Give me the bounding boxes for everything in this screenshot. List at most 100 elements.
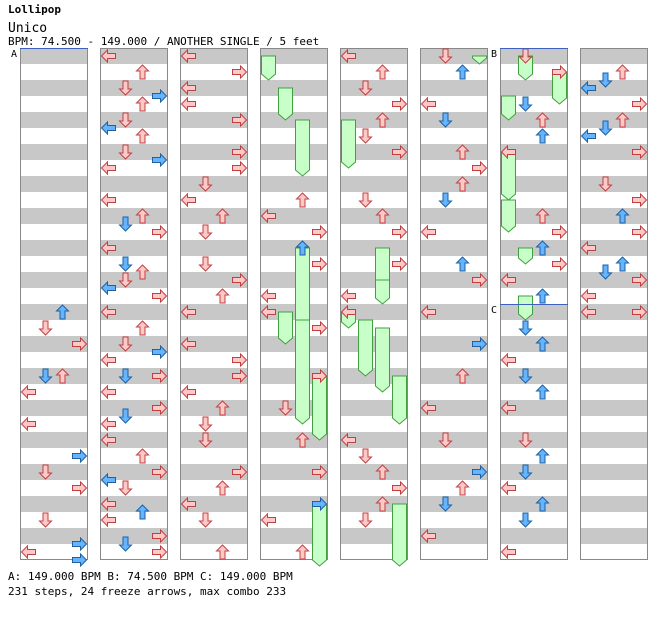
step-arrow-right — [312, 256, 328, 272]
step-arrow-down — [118, 480, 133, 496]
step-arrow-down — [438, 192, 453, 208]
beat-stripe — [180, 80, 248, 96]
beat-stripe — [20, 336, 88, 352]
step-arrow-up — [535, 240, 550, 256]
beat-stripe — [500, 48, 568, 64]
step-arrow-down — [358, 448, 373, 464]
step-arrow-up — [295, 240, 310, 256]
step-arrow-up — [55, 368, 70, 384]
step-arrow-up — [215, 480, 230, 496]
beat-stripe — [500, 400, 568, 416]
beat-stripe — [20, 112, 88, 128]
beat-stripe — [420, 240, 488, 256]
step-arrow-left — [100, 432, 116, 448]
step-arrow-left — [420, 528, 436, 544]
step-arrow-right — [232, 160, 248, 176]
step-arrow-right — [472, 464, 488, 480]
beat-stripe — [580, 304, 648, 320]
step-arrow-up — [455, 368, 470, 384]
beat-stripe — [20, 368, 88, 384]
step-arrow-down — [438, 48, 453, 64]
step-arrow-left — [180, 96, 196, 112]
step-arrow-right — [632, 144, 648, 160]
step-arrow-up — [135, 64, 150, 80]
step-arrow-down — [198, 432, 213, 448]
step-arrow-right — [232, 64, 248, 80]
beat-stripe — [500, 528, 568, 544]
step-arrow-left — [100, 240, 116, 256]
beat-stripe — [500, 432, 568, 448]
step-arrow-left — [180, 336, 196, 352]
beat-stripe — [340, 144, 408, 160]
step-arrow-left — [500, 480, 516, 496]
beat-stripe — [180, 272, 248, 288]
step-arrow-down — [118, 80, 133, 96]
beat-stripe — [420, 336, 488, 352]
step-arrow-up — [135, 208, 150, 224]
step-arrow-down — [198, 224, 213, 240]
step-arrow-left — [20, 544, 36, 560]
beat-stripe — [500, 144, 568, 160]
beat-stripe — [20, 464, 88, 480]
step-arrow-left — [100, 496, 116, 512]
step-arrow-up — [375, 464, 390, 480]
beat-stripe — [340, 272, 408, 288]
chart-column-frame — [420, 48, 488, 560]
step-arrow-right — [392, 224, 408, 240]
step-arrow-down — [598, 120, 613, 136]
beat-stripe — [20, 80, 88, 96]
beat-stripe — [260, 112, 328, 128]
beat-stripe — [100, 208, 168, 224]
beat-stripe — [260, 336, 328, 352]
chart-column-frame — [580, 48, 648, 560]
step-arrow-down — [198, 176, 213, 192]
beat-stripe — [260, 80, 328, 96]
step-arrow-up — [295, 544, 310, 560]
beat-stripe — [580, 400, 648, 416]
beat-stripe — [260, 496, 328, 512]
step-arrow-down — [598, 72, 613, 88]
step-arrow-down — [518, 432, 533, 448]
beat-stripe — [20, 272, 88, 288]
step-arrow-up — [455, 64, 470, 80]
beat-stripe — [580, 368, 648, 384]
beat-stripe — [500, 272, 568, 288]
beat-stripe — [20, 496, 88, 512]
step-arrow-right — [232, 464, 248, 480]
step-arrow-up — [535, 112, 550, 128]
beat-stripe — [180, 176, 248, 192]
step-arrow-right — [392, 144, 408, 160]
beat-stripe — [420, 112, 488, 128]
beat-stripe — [340, 368, 408, 384]
beat-stripe — [420, 48, 488, 64]
step-arrow-up — [615, 208, 630, 224]
step-arrow-down — [358, 80, 373, 96]
beat-stripe — [180, 208, 248, 224]
chart-column-frame — [100, 48, 168, 560]
beat-stripe — [180, 144, 248, 160]
step-arrow-up — [535, 128, 550, 144]
beat-stripe — [340, 432, 408, 448]
step-arrow-up — [215, 400, 230, 416]
beat-stripe — [580, 464, 648, 480]
step-arrow-up — [455, 176, 470, 192]
step-arrow-down — [38, 464, 53, 480]
step-arrow-up — [375, 64, 390, 80]
step-arrow-right — [72, 552, 88, 568]
beat-stripe — [340, 528, 408, 544]
step-arrow-right — [232, 144, 248, 160]
step-arrow-right — [392, 96, 408, 112]
step-arrow-left — [100, 160, 116, 176]
beat-stripe — [260, 304, 328, 320]
freeze-arrow — [518, 55, 533, 81]
step-arrow-down — [438, 496, 453, 512]
step-arrow-right — [152, 544, 168, 560]
beat-stripe — [180, 240, 248, 256]
step-arrow-right — [632, 272, 648, 288]
freeze-arrow — [312, 375, 327, 441]
step-arrow-right — [152, 88, 168, 104]
beat-stripe — [580, 80, 648, 96]
step-arrow-left — [580, 304, 596, 320]
beat-stripe — [180, 48, 248, 64]
step-arrow-down — [118, 112, 133, 128]
